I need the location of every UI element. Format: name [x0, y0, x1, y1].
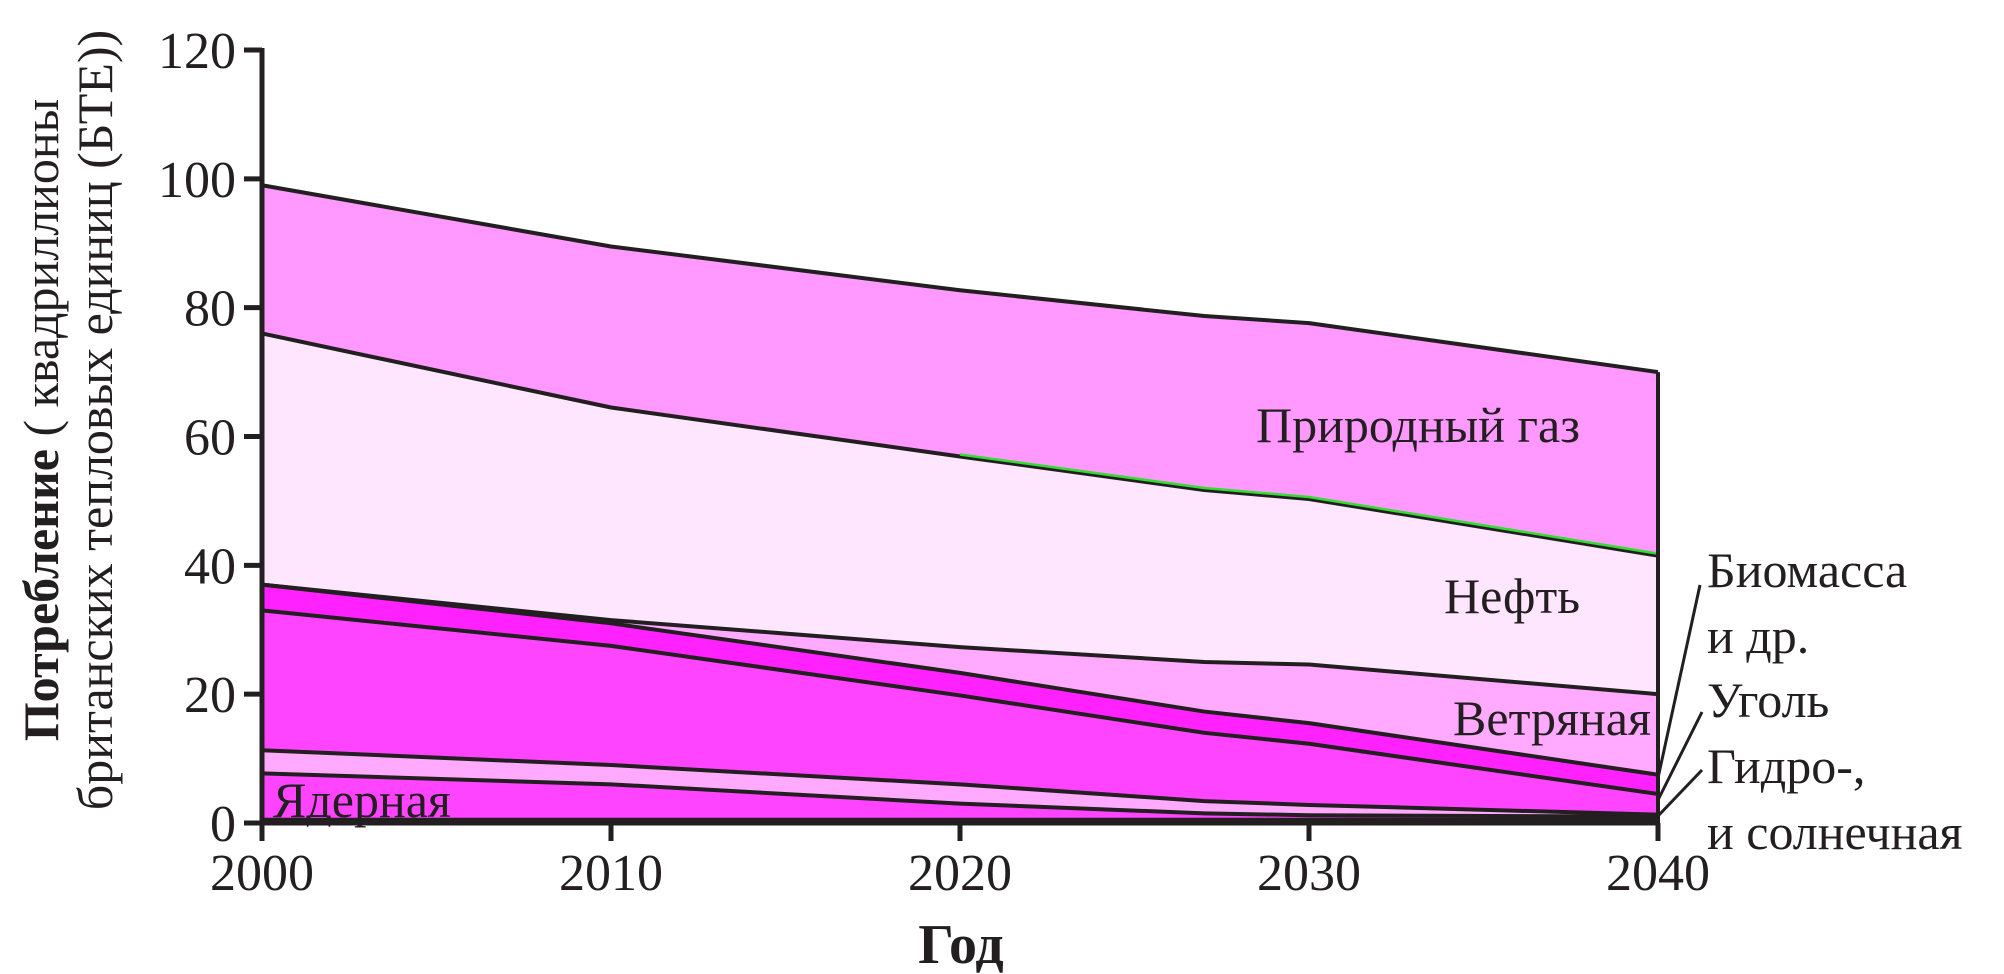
boundary-line-1 [261, 771, 1659, 819]
side-label-hydro-2: и солнечная [1707, 804, 1963, 860]
boundary-line-2 [261, 748, 1659, 817]
leader-biomass [1656, 584, 1702, 779]
x-tick-label-2030: 2030 [1257, 845, 1361, 902]
area-layers [262, 185, 1658, 823]
series-label-natural-gas: Природный газ [1256, 397, 1580, 453]
area-6-нефть [262, 333, 1658, 695]
y-axis-title-bold: Потребление [13, 449, 69, 741]
boundary-line-4 [261, 582, 1659, 777]
side-label-biomass-2: и др. [1707, 608, 1809, 664]
area-5-нефть [262, 584, 1658, 775]
leader-coal [1656, 711, 1704, 801]
boundary-line-6 [261, 331, 1659, 558]
y-axis-title: Потребление ( квадриллионы [13, 99, 69, 742]
series-label-nuclear: Ядерная [273, 772, 451, 828]
y-tick-label-100: 100 [158, 152, 236, 209]
area-4-ветряная [262, 584, 1658, 795]
x-tick-label-2040: 2040 [1606, 845, 1710, 902]
side-label-coal: Уголь [1707, 672, 1829, 728]
leader-hydro [1656, 768, 1704, 818]
x-axis-title: Год [918, 914, 1003, 974]
y-tick-label-40: 40 [184, 538, 236, 595]
axes [244, 47, 1661, 841]
y-tick-label-120: 120 [158, 23, 236, 80]
boundary-line-7 [261, 183, 1659, 375]
series-label-wind: Ветряная [1453, 690, 1651, 746]
boundary-line-3 [261, 608, 1659, 796]
area-7-природный-газ [262, 185, 1658, 556]
side-label-biomass: Биомасса [1707, 542, 1907, 598]
side-label-hydro: Гидро-, [1707, 738, 1865, 794]
highlight-line [959, 453, 1659, 555]
x-tick-label-2000: 2000 [210, 845, 314, 902]
y-axis-title-line2: британских тепловых единиц (БТЕ)) [67, 30, 123, 810]
y-tick-label-0: 0 [210, 796, 236, 853]
boundary-line-5 [261, 582, 1659, 697]
leader-lines [1656, 584, 1704, 818]
x-tick-label-2010: 2010 [559, 845, 663, 902]
boundary-lines [261, 183, 1660, 823]
y-tick-label-80: 80 [184, 281, 236, 338]
y-tick-label-20: 20 [184, 667, 236, 724]
y-axis-title-rest: ( квадриллионы [13, 99, 69, 449]
series-label-oil: Нефть [1444, 568, 1580, 624]
y-tick-label-60: 60 [184, 410, 236, 467]
x-tick-label-2020: 2020 [908, 845, 1012, 902]
